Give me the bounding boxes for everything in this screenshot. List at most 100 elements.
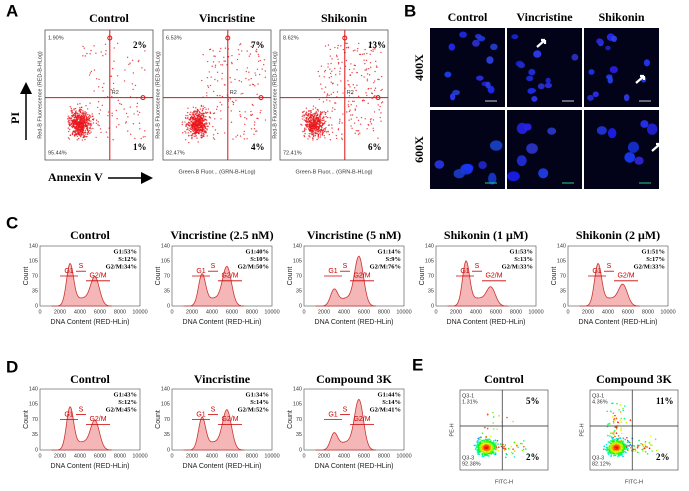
scatter-dot xyxy=(72,125,75,127)
scatter-dot xyxy=(373,89,376,92)
scatter-dot xyxy=(494,453,497,456)
scatter-dot xyxy=(312,108,314,110)
scatter-dot xyxy=(365,92,367,94)
plot-title: Vincristine xyxy=(194,372,251,386)
scatter-dot xyxy=(496,439,499,442)
scatter-dot xyxy=(192,113,194,115)
scatter-dot xyxy=(306,117,308,119)
scatter-dot xyxy=(637,444,639,447)
scatter-dot xyxy=(212,50,214,52)
scatter-dot xyxy=(313,135,315,138)
scatter-dot xyxy=(188,134,190,137)
scatter-dot xyxy=(81,130,84,132)
scatter-dot xyxy=(72,111,74,114)
scatter-dot xyxy=(495,446,498,449)
x-tick-label: 0 xyxy=(38,309,41,315)
scatter-dot xyxy=(144,130,146,132)
gate-label: S xyxy=(607,263,612,270)
scatter-dot xyxy=(370,49,372,52)
scatter-dot xyxy=(373,80,376,82)
scatter-dot xyxy=(341,61,343,64)
scatter-dot xyxy=(487,442,490,445)
scatter-dot xyxy=(353,122,356,124)
scatter-dot xyxy=(77,115,79,118)
scatter-dot xyxy=(612,412,615,415)
histogram xyxy=(51,262,113,307)
scatter-dot xyxy=(611,439,614,441)
scatter-dot xyxy=(212,112,215,115)
scatter-dot xyxy=(89,126,91,129)
gate-label: G2/M xyxy=(353,416,370,423)
column-title: Vincristine xyxy=(516,10,573,24)
scatter-dot xyxy=(83,47,86,49)
scatter-dot xyxy=(610,444,612,447)
scatter-dot xyxy=(73,130,75,132)
scatter-dot xyxy=(487,440,489,443)
scatter-dot xyxy=(484,454,487,457)
scatter-dot xyxy=(606,446,608,449)
scatter-dot xyxy=(77,124,80,126)
scatter-dot xyxy=(325,115,327,118)
scatter-dot xyxy=(371,92,374,95)
scatter-dot xyxy=(78,133,80,135)
scatter-dot xyxy=(609,446,612,449)
scatter-dot xyxy=(101,104,103,106)
y-tick-label: 70 xyxy=(560,273,566,279)
scatter-dot xyxy=(89,132,91,135)
nucleus xyxy=(453,168,465,179)
scatter-dot xyxy=(82,127,84,129)
scatter-dot xyxy=(187,124,189,126)
scatter-dot xyxy=(373,111,376,113)
scatter-dot xyxy=(341,122,343,124)
scatter-dot xyxy=(213,138,216,140)
scatter-dot xyxy=(634,448,637,451)
scatter-dot xyxy=(355,89,357,92)
scatter-dot xyxy=(342,92,344,94)
scatter-dot xyxy=(378,78,380,81)
scatter-dot xyxy=(353,68,355,70)
scatter-dot xyxy=(625,446,628,448)
scatter-dot xyxy=(495,442,497,444)
scatter-dot xyxy=(88,117,90,120)
scatter-dot xyxy=(77,125,80,128)
scatter-dot xyxy=(70,115,73,117)
scatter-dot xyxy=(324,137,326,139)
scatter-dot xyxy=(316,114,319,116)
scatter-dot xyxy=(347,80,349,82)
nucleus xyxy=(485,81,491,89)
gate-label: S xyxy=(79,406,84,413)
scatter-dot xyxy=(372,127,374,130)
axis-label: Red-B Fluorescence (RED-B-HLog) xyxy=(37,51,43,139)
scatter-dot xyxy=(605,443,608,446)
cell-cycle-stat: G1:53% xyxy=(114,248,137,255)
gate-label: G1 xyxy=(196,268,205,275)
scatter-dot xyxy=(311,123,313,126)
scatter-dot xyxy=(321,119,323,121)
scatter-dot xyxy=(223,56,225,58)
scatter-dot xyxy=(195,124,197,126)
y-tick-label: 105 xyxy=(29,402,38,408)
scatter-dot xyxy=(240,93,242,95)
scatter-dot xyxy=(302,111,304,113)
scatter-dot xyxy=(229,98,231,100)
scatter-dot xyxy=(202,114,204,117)
scatter-dot xyxy=(301,118,304,120)
scatter-dot xyxy=(244,111,246,113)
gate-label: S xyxy=(343,406,348,413)
scatter-dot xyxy=(251,113,253,116)
scatter-dot xyxy=(624,438,627,441)
scatter-dot xyxy=(487,445,489,447)
scatter-dot xyxy=(186,111,189,114)
scatter-dot xyxy=(334,46,336,49)
scatter-dot xyxy=(110,89,113,91)
scatter-dot xyxy=(629,444,632,446)
scatter-dot xyxy=(124,69,126,71)
scatter-dot xyxy=(88,74,91,76)
cell-cycle-stat: G2/M:33% xyxy=(634,263,665,270)
scatter-dot xyxy=(83,134,85,136)
scatter-dot xyxy=(323,91,326,93)
cell-cycle-stat: G2/M:41% xyxy=(370,406,401,413)
nucleus xyxy=(544,82,553,89)
scatter-dot xyxy=(310,117,312,119)
scatter-dot xyxy=(323,121,326,123)
